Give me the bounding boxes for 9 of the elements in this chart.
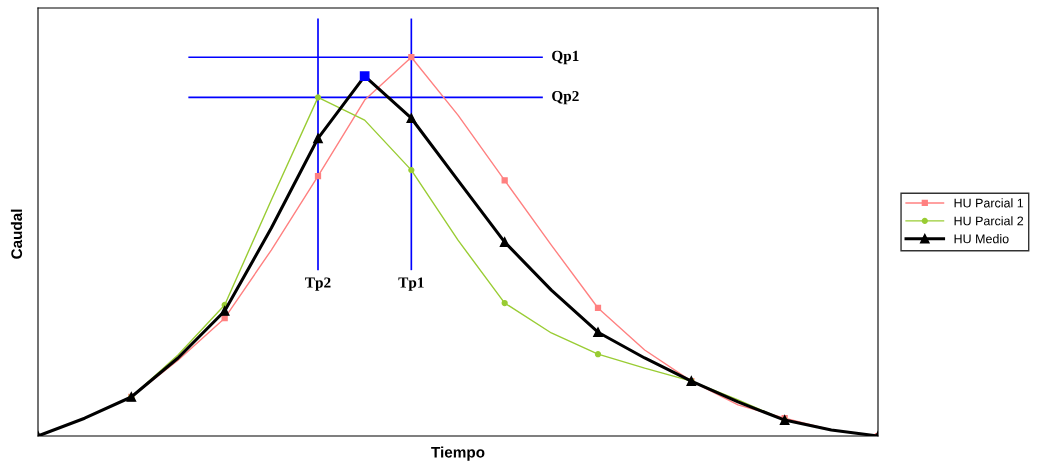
annotation: Tp1 <box>398 277 424 291</box>
legend-label: HU Parcial 1 <box>954 198 1024 208</box>
legend-label: HU Parcial 2 <box>954 216 1024 226</box>
ref-line-label: Qp1 <box>552 50 579 65</box>
ref-line-label: Qp2 <box>552 90 579 105</box>
annotation: Tp2 <box>305 277 331 291</box>
x-axis-title: Tiempo <box>431 446 485 461</box>
y-axis-title: Caudal <box>10 209 23 259</box>
legend-label: HU Medio <box>954 234 1009 244</box>
